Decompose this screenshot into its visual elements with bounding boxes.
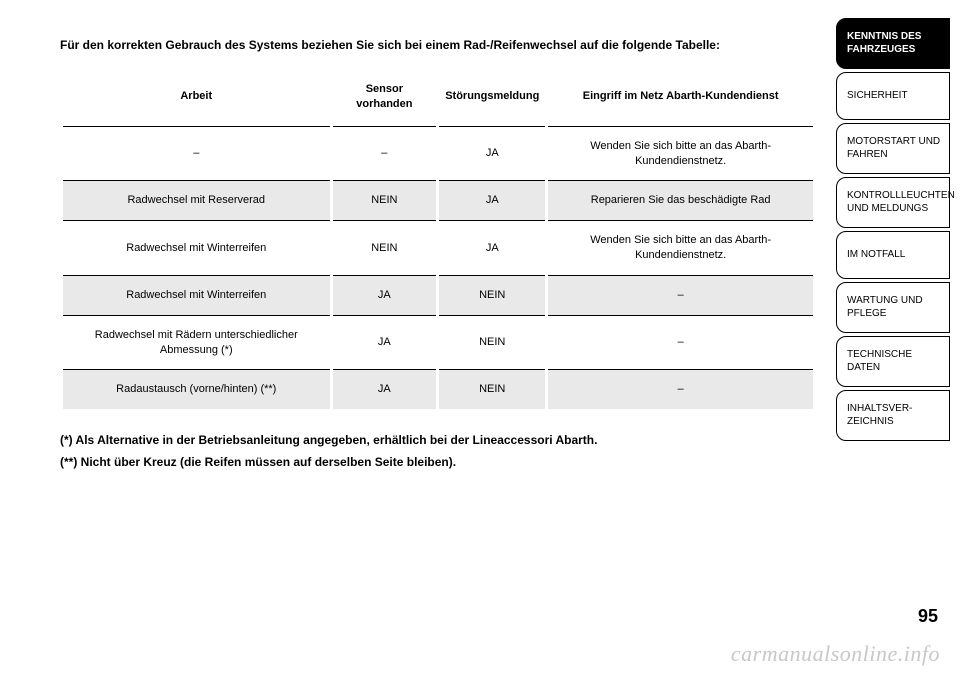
tab-inhalt[interactable]: INHALTSVER-ZEICHNIS bbox=[836, 390, 950, 441]
cell: NEIN bbox=[439, 275, 545, 315]
cell: JA bbox=[333, 369, 437, 409]
cell: – bbox=[548, 369, 813, 409]
cell: JA bbox=[333, 315, 437, 370]
cell: Wenden Sie sich bitte an das Abarth- Kun… bbox=[548, 220, 813, 275]
footnote-2: (**) Nicht über Kreuz (die Reifen müssen… bbox=[60, 455, 816, 469]
table-row: Radwechsel mit Rädern unterschiedlicher … bbox=[63, 315, 813, 370]
cell: Radaustausch (vorne/hinten) (**) bbox=[63, 369, 330, 409]
tab-technische[interactable]: TECHNISCHE DATEN bbox=[836, 336, 950, 387]
page-number: 95 bbox=[918, 606, 938, 627]
table-row: Radwechsel mit Winterreifen JA NEIN – bbox=[63, 275, 813, 315]
cell: Reparieren Sie das beschädigte Rad bbox=[548, 180, 813, 220]
cell: NEIN bbox=[439, 369, 545, 409]
cell: – bbox=[63, 126, 330, 181]
footnotes: (*) Als Alternative in der Betriebsanlei… bbox=[60, 433, 816, 469]
cell: JA bbox=[439, 180, 545, 220]
tab-wartung[interactable]: WARTUNG UND PFLEGE bbox=[836, 282, 950, 333]
sidebar-tabs: KENNTNIS DES FAHRZEUGES SICHERHEIT MOTOR… bbox=[836, 0, 960, 677]
table-row: Radaustausch (vorne/hinten) (**) JA NEIN… bbox=[63, 369, 813, 409]
cell: JA bbox=[333, 275, 437, 315]
reference-table: Arbeit Sensor vorhanden Störungsmeldung … bbox=[60, 72, 816, 409]
cell: JA bbox=[439, 220, 545, 275]
cell: Radwechsel mit Winterreifen bbox=[63, 275, 330, 315]
cell: NEIN bbox=[333, 180, 437, 220]
intro-text: Für den korrekten Gebrauch des Systems b… bbox=[60, 38, 816, 52]
footnote-1: (*) Als Alternative in der Betriebsanlei… bbox=[60, 433, 816, 447]
tab-sicherheit[interactable]: SICHERHEIT bbox=[836, 72, 950, 120]
cell: NEIN bbox=[439, 315, 545, 370]
th-stoerung: Störungsmeldung bbox=[439, 72, 545, 126]
cell: – bbox=[333, 126, 437, 181]
tab-notfall[interactable]: IM NOTFALL bbox=[836, 231, 950, 279]
th-arbeit: Arbeit bbox=[63, 72, 330, 126]
th-sensor: Sensor vorhanden bbox=[333, 72, 437, 126]
cell: NEIN bbox=[333, 220, 437, 275]
cell: Radwechsel mit Winterreifen bbox=[63, 220, 330, 275]
table-row: – – JA Wenden Sie sich bitte an das Abar… bbox=[63, 126, 813, 181]
tab-motorstart[interactable]: MOTORSTART UND FAHREN bbox=[836, 123, 950, 174]
tab-kenntnis[interactable]: KENNTNIS DES FAHRZEUGES bbox=[836, 18, 950, 69]
cell: Radwechsel mit Rädern unterschiedlicher … bbox=[63, 315, 330, 370]
watermark: carmanualsonline.info bbox=[731, 641, 940, 667]
th-eingriff: Eingriff im Netz Abarth-Kundendienst bbox=[548, 72, 813, 126]
cell: – bbox=[548, 275, 813, 315]
cell: – bbox=[548, 315, 813, 370]
table-row: Radwechsel mit Reserverad NEIN JA Repari… bbox=[63, 180, 813, 220]
tab-kontrollleuchten[interactable]: KONTROLLLEUCHTEN UND MELDUNGS bbox=[836, 177, 950, 228]
cell: JA bbox=[439, 126, 545, 181]
cell: Radwechsel mit Reserverad bbox=[63, 180, 330, 220]
table-row: Radwechsel mit Winterreifen NEIN JA Wend… bbox=[63, 220, 813, 275]
cell: Wenden Sie sich bitte an das Abarth- Kun… bbox=[548, 126, 813, 181]
